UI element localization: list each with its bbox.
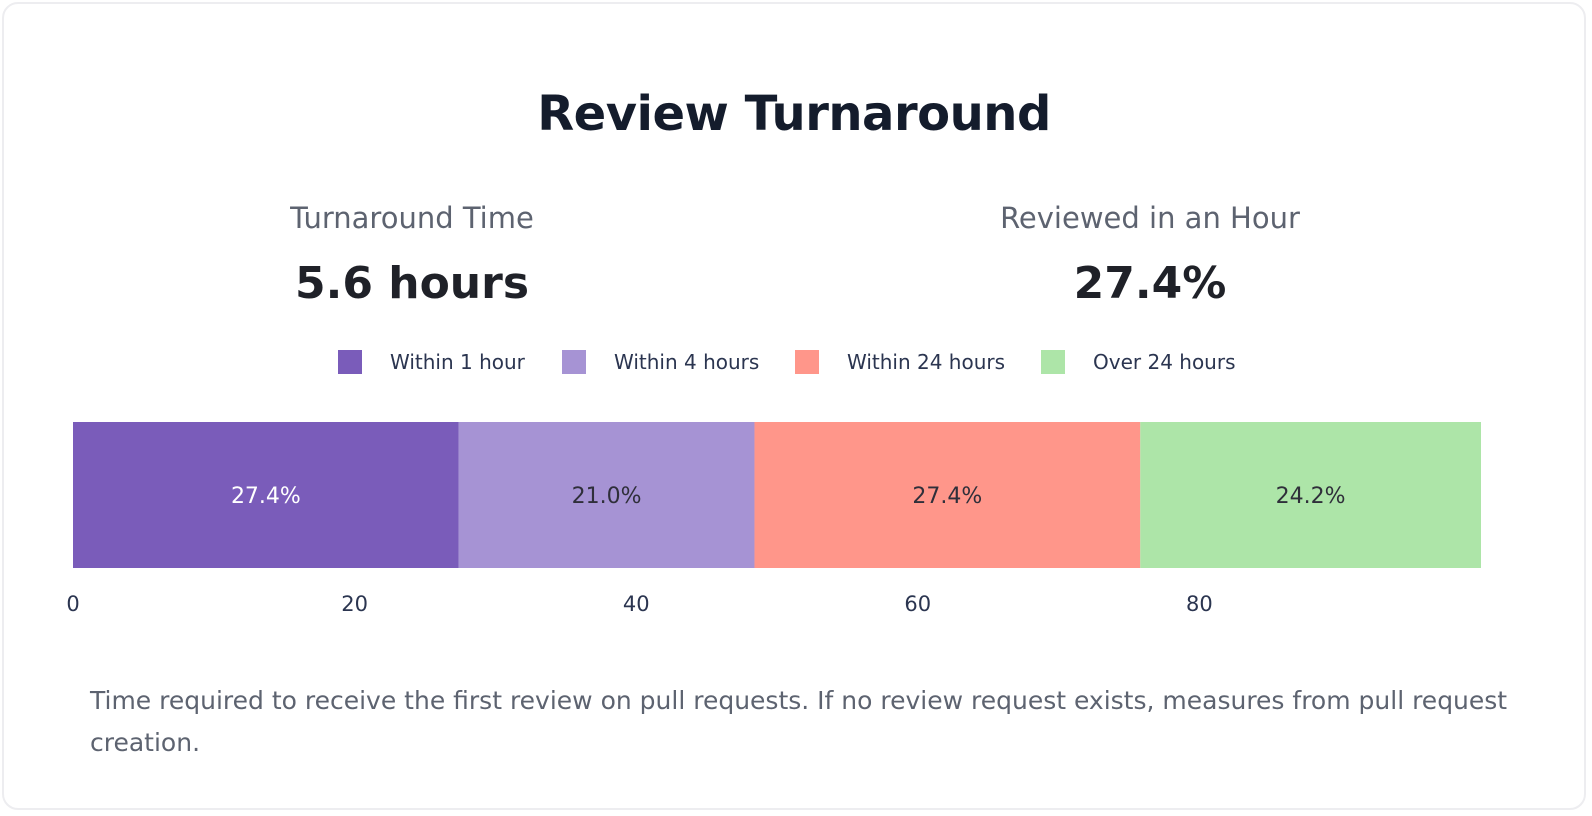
stacked-bar-chart: 27.4% 21.0% 27.4% 24.2% 0 20 40 60 80 [66, 422, 1481, 616]
bar-data-label-1: 21.0% [572, 484, 642, 509]
x-tick-label-1: 20 [341, 592, 368, 616]
bar-segment-1[interactable] [458, 422, 755, 568]
legend-swatch [1041, 350, 1065, 374]
bar-data-label-2: 27.4% [912, 484, 982, 509]
legend-label: Within 4 hours [614, 350, 760, 374]
x-tick-label-4: 80 [1186, 592, 1213, 616]
legend-label: Within 1 hour [390, 350, 525, 374]
legend-swatch [795, 350, 819, 374]
stat-label: Turnaround Time [290, 201, 534, 235]
bar-segment-3[interactable] [1140, 422, 1481, 568]
x-tick-label-2: 40 [623, 592, 650, 616]
stat-value: 27.4% [1073, 258, 1227, 309]
chart-legend: Within 1 hour Within 4 hours Within 24 h… [0, 350, 1588, 374]
legend-label: Over 24 hours [1093, 350, 1236, 374]
chart-title: Review Turnaround [537, 86, 1051, 142]
legend-label: Within 24 hours [847, 350, 1006, 374]
stat-value: 5.6 hours [294, 258, 530, 309]
legend-item-within-24-hours[interactable]: Within 24 hours [795, 350, 1005, 374]
bar-segment-0[interactable] [73, 422, 459, 568]
stat-label: Reviewed in an Hour [1000, 201, 1300, 235]
bar-segment-2[interactable] [754, 422, 1141, 568]
legend-swatch [338, 350, 362, 374]
legend-item-within-1-hour[interactable]: Within 1 hour [338, 350, 525, 374]
legend-item-over-24-hours[interactable]: Over 24 hours [1041, 350, 1236, 374]
legend-item-within-4-hours[interactable]: Within 4 hours [562, 350, 759, 374]
bar-data-label-0: 27.4% [231, 484, 301, 509]
stat-reviewed-in-hour: Reviewed in an Hour 27.4% [870, 198, 1430, 310]
x-tick-label-3: 60 [904, 592, 931, 616]
chart-description: Time required to receive the first revie… [90, 686, 1508, 757]
bar-data-label-3: 24.2% [1276, 484, 1346, 509]
stat-turnaround-time: Turnaround Time 5.6 hours [132, 198, 692, 310]
x-tick-label-0: 0 [66, 592, 79, 616]
legend-swatch [562, 350, 586, 374]
